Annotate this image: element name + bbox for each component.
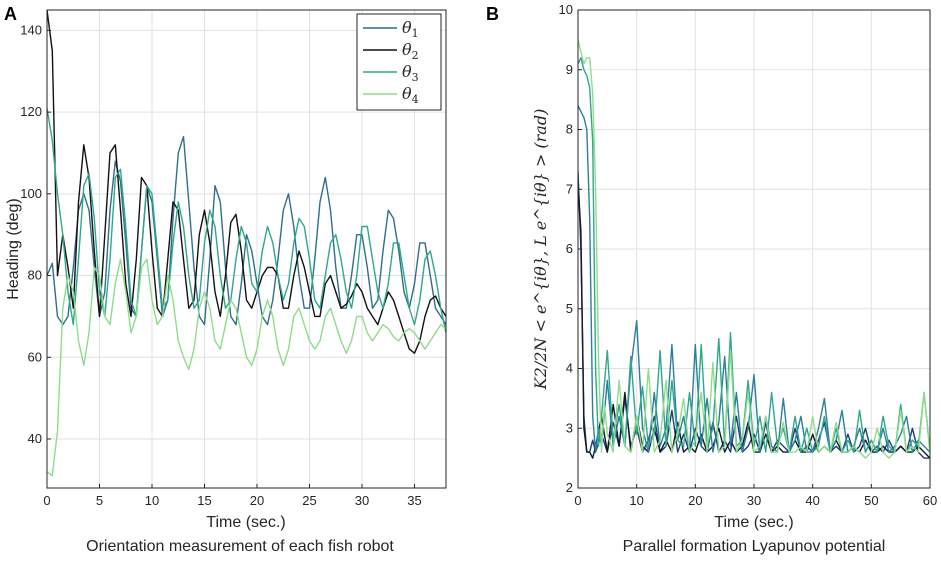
- panel-a-y-tick-label: 40: [28, 431, 42, 446]
- panel-a-plot-frame: [46, 9, 447, 489]
- panel-b-x-tick-label: 50: [864, 493, 878, 508]
- panel-b-x-tick-label: 60: [923, 493, 937, 508]
- panel-b-y-tick-label: 9: [566, 62, 573, 77]
- panel-b-y-tick-label: 5: [566, 301, 573, 316]
- panel-a-y-tick-label: 120: [20, 104, 42, 119]
- panel-a-series-1-line: [47, 135, 446, 326]
- panel-a-y-tick-label: 100: [20, 186, 42, 201]
- panel-b-caption: Parallel formation Lyapunov potential: [623, 538, 886, 555]
- panel-b-y-tick-label: 10: [559, 2, 573, 17]
- panel-a-series-4-line: [47, 258, 446, 477]
- panel-a-series-2-line: [47, 10, 446, 354]
- panel-b-y-tick-label: 8: [566, 122, 573, 137]
- panel-b-letter: B: [486, 4, 499, 24]
- panel-a-x-tick-label: 10: [145, 493, 159, 508]
- panel-a-x-tick-label: 30: [355, 493, 369, 508]
- panel-a-x-tick-label: 35: [407, 493, 421, 508]
- panel-b-x-tick-label: 0: [574, 493, 581, 508]
- panel-a-x-tick-label: 25: [302, 493, 316, 508]
- panel-b-y-tick-label: 7: [566, 181, 573, 196]
- panel-b-y-tick-label: 2: [566, 480, 573, 495]
- panel-b-y-tick-label: 6: [566, 241, 573, 256]
- panel-a-y-tick-label: 140: [20, 22, 42, 37]
- panel-b-x-axis-label: Time (sec.): [714, 514, 793, 531]
- panel-b-y-tick-label: 4: [566, 361, 573, 376]
- panel-a-y-tick-label: 60: [28, 349, 42, 364]
- legend-label-4: θ4: [402, 84, 419, 106]
- panel-b-x-tick-label: 20: [688, 493, 702, 508]
- panel-a-y-axis-label: Heading (deg): [5, 198, 22, 299]
- legend-label-3: θ3: [402, 62, 419, 84]
- panel-a-letter: A: [4, 4, 17, 24]
- panel-a-x-tick-label: 5: [96, 493, 103, 508]
- panel-a-series-3-line: [47, 107, 446, 333]
- panel-b-series-5-line: [578, 39, 930, 459]
- panel-a-x-tick-label: 20: [250, 493, 264, 508]
- panel-b-x-tick-label: 10: [629, 493, 643, 508]
- panel-a-y-tick-label: 80: [28, 268, 42, 283]
- panel-b-chart: 0 10 20 30 40 50 60 2 3 4 5 6 7 8 9 10: [559, 2, 938, 508]
- legend-label-2: θ2: [402, 40, 419, 62]
- panel-a-x-tick-label: 15: [197, 493, 211, 508]
- panel-a-caption: Orientation measurement of each fish rob…: [86, 538, 394, 555]
- panel-b-x-tick-label: 30: [747, 493, 761, 508]
- panel-b-x-tick-label: 40: [805, 493, 819, 508]
- legend-label-1: θ1: [402, 18, 419, 40]
- panel-a-x-tick-label: 0: [43, 493, 50, 508]
- panel-a-x-axis-label: Time (sec.): [206, 514, 285, 531]
- panel-b-y-axis-label: K2/2N < e^{iθ}, L e^{iθ} > (rad): [531, 109, 550, 391]
- panel-b-y-tick-label: 3: [566, 420, 573, 435]
